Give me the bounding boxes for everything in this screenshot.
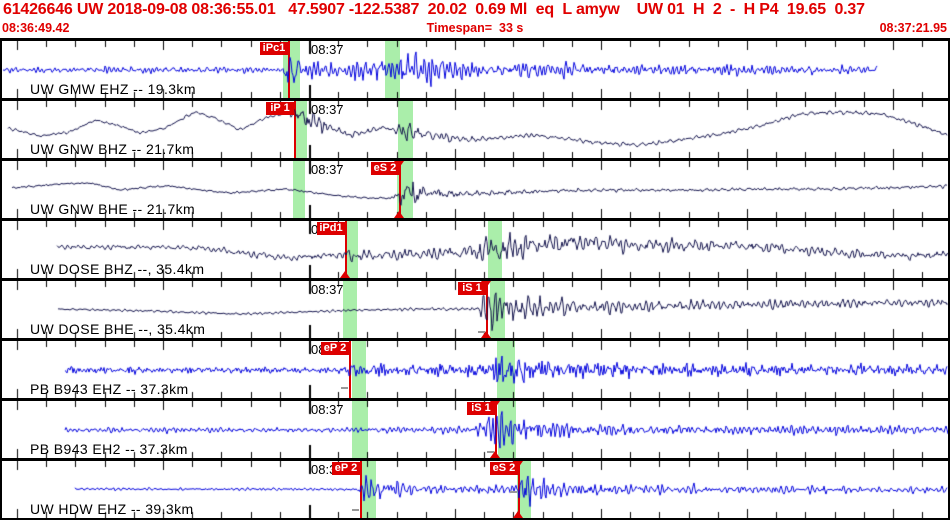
station-label: UW GNW BHZ -- 21.7km bbox=[30, 141, 195, 157]
pick-arrow-icon bbox=[490, 451, 500, 458]
pick-flag[interactable]: eS 2 bbox=[490, 462, 518, 475]
pick-flag[interactable]: eP 2 bbox=[332, 462, 360, 475]
pick-arrow-icon bbox=[513, 511, 523, 518]
pick-flag[interactable]: iS 1 bbox=[458, 282, 486, 295]
pick-flag[interactable]: iS 1 bbox=[467, 402, 495, 415]
trace-panel[interactable]: 08:37 iS 1 PB B943 EH2 -- 37.3km bbox=[0, 401, 950, 458]
trace-panel[interactable]: 08:37 iS 1 UW DOSE BHE --, 35.4km bbox=[0, 281, 950, 338]
pick-flag[interactable]: iPc1 bbox=[260, 42, 288, 55]
pick-arrow-icon bbox=[394, 211, 404, 218]
waveform[interactable] bbox=[2, 341, 948, 398]
pick-flag[interactable]: iPd1 bbox=[317, 222, 345, 235]
panel-divider bbox=[0, 458, 950, 461]
minute-label: 08:37 bbox=[311, 162, 344, 177]
pick-uncertainty-mark bbox=[510, 491, 517, 493]
pick-flag[interactable]: eP 2 bbox=[321, 342, 349, 355]
window-end-time: 08:37:21.95 bbox=[879, 21, 947, 35]
panel-divider bbox=[0, 158, 950, 161]
pick-uncertainty-mark bbox=[341, 387, 348, 389]
station-label: PB B943 EH2 -- 37.3km bbox=[30, 441, 188, 457]
minute-label: 08:37 bbox=[311, 102, 344, 117]
panel-divider bbox=[0, 278, 950, 281]
minute-label: 08:37 bbox=[311, 42, 344, 57]
station-label: UW DOSE BHZ --, 35.4km bbox=[30, 261, 205, 277]
trace-panel[interactable]: 08:37iPd1UW DOSE BHZ --, 35.4km bbox=[0, 221, 950, 278]
trace-panel[interactable]: 08:37 iP 1 UW GNW BHZ -- 21.7km bbox=[0, 101, 950, 158]
trace-panel[interactable]: 08:37 eP 2 eS 2 UW HDW EHZ -- 39.3km bbox=[0, 461, 950, 518]
station-label: UW HDW EHZ -- 39.3km bbox=[30, 501, 194, 517]
window-start-time: 08:36:49.42 bbox=[2, 21, 70, 35]
waveform[interactable] bbox=[2, 461, 948, 518]
pick-arrow-icon bbox=[490, 401, 500, 408]
pick-arrow-icon bbox=[394, 161, 404, 168]
trace-panel[interactable]: 08:37 eS 2 UW GNW BHE -- 21.7km bbox=[0, 161, 950, 218]
pick-uncertainty-mark bbox=[478, 331, 485, 333]
pick-arrow-icon bbox=[481, 331, 491, 338]
pick-arrow-icon bbox=[340, 271, 350, 278]
pick-uncertainty-mark bbox=[487, 451, 494, 453]
time-bar: 08:36:49.42 Timespan= 33 s 08:37:21.95 bbox=[0, 21, 950, 37]
waveform[interactable] bbox=[2, 161, 948, 218]
station-label: UW GNW BHE -- 21.7km bbox=[30, 201, 196, 217]
station-label: UW GMW EHZ -- 19.3km bbox=[30, 81, 196, 97]
timespan-label: Timespan= 33 s bbox=[426, 21, 524, 35]
station-label: UW DOSE BHE --, 35.4km bbox=[30, 321, 206, 337]
panel-divider bbox=[0, 38, 950, 41]
pick-flag[interactable]: iP 1 bbox=[266, 102, 294, 115]
panel-divider bbox=[0, 218, 950, 221]
waveform[interactable] bbox=[2, 41, 948, 98]
event-header: 61426646 UW 2018-09-08 08:36:55.01 47.59… bbox=[3, 1, 865, 18]
minute-label: 08:37 bbox=[311, 282, 344, 297]
pick-uncertainty-mark bbox=[352, 509, 359, 511]
minute-label: 08:37 bbox=[311, 402, 344, 417]
plot-area: 08:37 iPc1 UW GMW EHZ -- 19.3km 08:37 iP 1 UW… bbox=[0, 38, 950, 520]
pick-arrow-icon bbox=[481, 281, 491, 288]
pick-arrow-icon bbox=[513, 461, 523, 468]
panel-divider bbox=[0, 398, 950, 401]
panel-divider bbox=[0, 98, 950, 101]
waveform[interactable] bbox=[2, 221, 948, 278]
pick-flag[interactable]: eS 2 bbox=[371, 162, 399, 175]
panel-divider bbox=[0, 518, 950, 520]
panel-divider bbox=[0, 338, 950, 341]
trace-panel[interactable]: 08:37 iPc1 UW GMW EHZ -- 19.3km bbox=[0, 41, 950, 98]
waveform[interactable] bbox=[2, 101, 948, 158]
station-label: PB B943 EHZ -- 37.3km bbox=[30, 381, 189, 397]
